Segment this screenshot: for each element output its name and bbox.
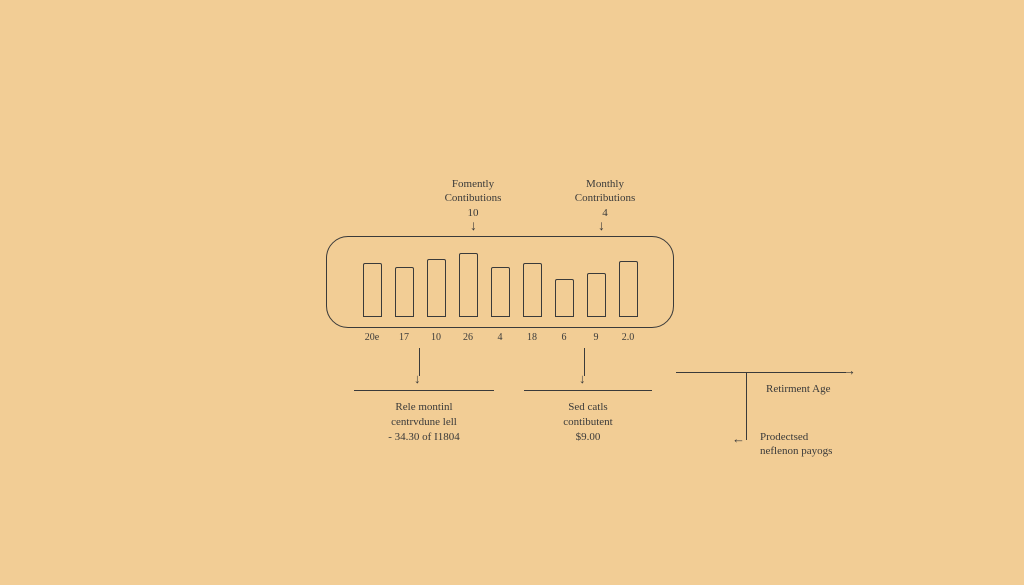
bar	[555, 279, 574, 317]
bar	[363, 263, 382, 317]
top-label-left-line2: Contibutions	[428, 192, 518, 206]
bar	[395, 267, 414, 317]
bar	[587, 273, 606, 317]
top-label-right-value: 4	[560, 207, 650, 221]
callout-right-line: $9.00	[524, 430, 652, 445]
callout-right-line: contibutent	[524, 415, 652, 430]
top-label-left: Fomently Contibutions 10	[428, 178, 518, 220]
top-label-right: Monthly Contributions 4	[560, 178, 650, 220]
x-tick-label: 10	[427, 332, 446, 343]
x-tick-label: 18	[523, 332, 542, 343]
arrow-down-icon: ↓	[598, 220, 605, 234]
label-projected-line1: Prodectsed	[760, 430, 832, 444]
callout-right: Sed catls contibutent $9.00	[524, 400, 652, 445]
arrow-down-icon: ↓	[579, 372, 586, 385]
callout-left-line: - 34.30 of I1804	[354, 430, 494, 445]
diagram-stage: Fomently Contibutions 10 ↓ Monthly Contr…	[0, 0, 1024, 585]
bar	[523, 263, 542, 317]
bar	[459, 253, 478, 317]
label-projected-line2: neflenon payogs	[760, 444, 832, 458]
x-tick-label: 2.0	[619, 332, 638, 343]
x-tick-label: 26	[459, 332, 478, 343]
x-tick-label: 17	[395, 332, 414, 343]
x-tick-label: 9	[587, 332, 606, 343]
divider	[524, 390, 652, 391]
top-label-right-line2: Contributions	[560, 192, 650, 206]
bar-group	[327, 247, 673, 317]
arrow-down-icon: ↓	[414, 372, 421, 385]
x-tick-label: 4	[491, 332, 510, 343]
bar	[619, 261, 638, 317]
top-label-left-line1: Fomently	[428, 178, 518, 192]
x-tick-label: 20e	[363, 332, 382, 343]
x-axis-labels: 20e 17 10 26 4 18 6 9 2.0	[326, 332, 674, 343]
connector-line	[746, 372, 747, 440]
callout-left: Rele montinl centrvdune lell - 34.30 of …	[354, 400, 494, 445]
arrow-right-icon: →	[842, 365, 856, 379]
label-projected-payouts: Prodectsed neflenon payogs	[760, 430, 832, 459]
callout-left-line: Rele montinl	[354, 400, 494, 415]
arrow-down-icon: ↓	[470, 220, 477, 234]
top-label-right-line1: Monthly	[560, 178, 650, 192]
divider	[354, 390, 494, 391]
connector-line	[676, 372, 746, 373]
chart-container	[326, 236, 674, 328]
label-retirement-age: Retirment Age	[766, 382, 830, 396]
callout-left-line: centrvdune lell	[354, 415, 494, 430]
arrow-left-icon: ←	[732, 432, 745, 445]
x-tick-label: 6	[555, 332, 574, 343]
connector-line	[746, 372, 846, 373]
bar	[491, 267, 510, 317]
bar	[427, 259, 446, 317]
callout-right-line: Sed catls	[524, 400, 652, 415]
